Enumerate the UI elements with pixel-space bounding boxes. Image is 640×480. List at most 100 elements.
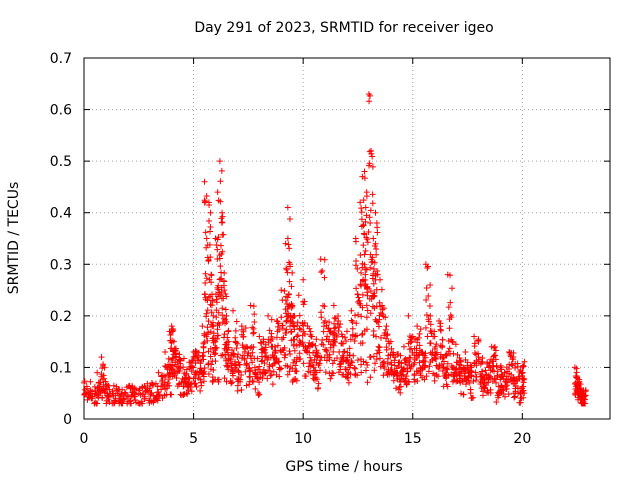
data-point: [98, 354, 105, 361]
data-point: [521, 358, 528, 365]
data-point: [239, 342, 246, 349]
data-point: [336, 361, 343, 368]
data-point: [292, 362, 299, 369]
data-point: [485, 364, 492, 371]
data-point: [349, 359, 356, 366]
data-point: [443, 365, 450, 372]
data-point: [234, 354, 241, 361]
data-point: [367, 287, 374, 294]
data-point: [217, 263, 224, 270]
data-point: [360, 242, 367, 249]
data-point: [91, 383, 98, 390]
data-point: [296, 356, 303, 363]
data-point: [286, 216, 293, 223]
data-point: [317, 256, 324, 263]
data-point: [136, 387, 143, 394]
data-point: [202, 279, 209, 286]
y-tick-label: 0.2: [50, 309, 72, 325]
data-point: [162, 373, 169, 380]
data-point: [214, 335, 221, 342]
data-point: [397, 370, 404, 377]
data-point: [373, 251, 380, 258]
data-point: [183, 390, 190, 397]
data-point: [222, 306, 229, 313]
data-point: [321, 303, 328, 310]
data-point: [322, 318, 329, 325]
data-point: [320, 323, 327, 330]
data-point: [319, 302, 326, 309]
data-point: [194, 354, 201, 361]
data-point: [415, 352, 422, 359]
data-point: [407, 365, 414, 372]
data-point: [230, 352, 237, 359]
data-point: [110, 400, 117, 407]
data-point: [404, 365, 411, 372]
data-point: [460, 391, 467, 398]
data-point: [363, 193, 370, 200]
chart-title: Day 291 of 2023, SRMTID for receiver ige…: [194, 20, 493, 36]
data-point: [442, 352, 449, 359]
data-point: [371, 367, 378, 374]
y-tick-labels: 0 0.1 0.2 0.3 0.4 0.5 0.6 0.7: [50, 51, 72, 428]
data-point: [428, 328, 435, 335]
data-point: [278, 287, 285, 294]
data-point: [266, 367, 273, 374]
data-point: [448, 314, 455, 321]
data-point: [256, 333, 263, 340]
data-point: [222, 290, 229, 297]
data-point: [205, 329, 212, 336]
data-point: [224, 363, 231, 370]
data-point: [275, 358, 282, 365]
data-point: [384, 360, 391, 367]
data-point: [91, 391, 98, 398]
data-point: [203, 244, 210, 251]
data-point: [215, 309, 222, 316]
data-point: [281, 354, 288, 361]
data-point: [340, 354, 347, 361]
data-point: [149, 381, 156, 388]
data-point: [422, 324, 429, 331]
data-point: [466, 379, 473, 386]
data-point: [138, 398, 145, 405]
data-point: [335, 369, 342, 376]
data-point: [308, 357, 315, 364]
data-point: [284, 363, 291, 370]
data-point: [287, 318, 294, 325]
y-tick-label: 0.7: [50, 51, 72, 67]
data-point: [213, 344, 220, 351]
data-point: [359, 339, 366, 346]
data-point: [236, 361, 243, 368]
data-point: [369, 254, 376, 261]
data-point: [188, 388, 195, 395]
data-point: [421, 358, 428, 365]
data-point: [340, 340, 347, 347]
data-point: [416, 359, 423, 366]
data-point: [156, 391, 163, 398]
data-point: [249, 359, 256, 366]
data-point: [247, 368, 254, 375]
data-point: [388, 345, 395, 352]
data-point: [264, 375, 271, 382]
data-point: [315, 380, 322, 387]
data-point: [315, 362, 322, 369]
data-point: [203, 235, 210, 242]
data-point: [582, 392, 589, 399]
data-point: [330, 348, 337, 355]
data-point: [437, 342, 444, 349]
data-point: [137, 391, 144, 398]
data-point: [180, 355, 187, 362]
data-point: [327, 375, 334, 382]
data-point: [363, 326, 370, 333]
data-point: [383, 323, 390, 330]
data-point: [221, 269, 228, 276]
data-point: [118, 390, 125, 397]
data-point: [302, 373, 309, 380]
data-point: [375, 319, 382, 326]
data-point: [110, 382, 117, 389]
data-point: [300, 276, 307, 283]
data-point: [168, 356, 175, 363]
data-point: [346, 345, 353, 352]
data-point: [512, 364, 519, 371]
data-point: [219, 219, 226, 226]
data-point: [167, 331, 174, 338]
